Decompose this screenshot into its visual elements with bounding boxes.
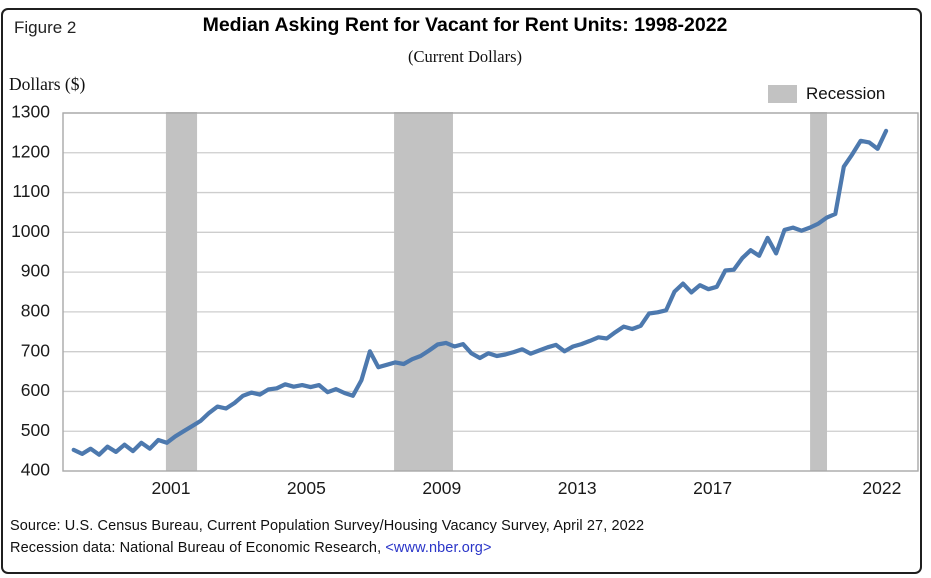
- y-tick-label: 700: [21, 340, 50, 360]
- x-tick-label: 2005: [287, 478, 326, 498]
- x-tick-label: 2022: [862, 478, 901, 498]
- legend: Recession: [768, 84, 885, 104]
- y-tick-label: 800: [21, 301, 50, 321]
- recession-bar: [810, 112, 828, 471]
- chart-subtitle: (Current Dollars): [407, 47, 523, 66]
- source-line-1: Source: U.S. Census Bureau, Current Popu…: [10, 518, 645, 534]
- figure-label: Figure 2: [14, 18, 77, 37]
- chart-title: Median Asking Rent for Vacant for Rent U…: [202, 14, 728, 36]
- y-tick-label: 600: [21, 380, 50, 400]
- source-line-2-text: Recession data: National Bureau of Econo…: [10, 540, 386, 556]
- x-tick-label: 2017: [693, 478, 732, 498]
- recession-bars: [165, 112, 828, 471]
- recession-legend-label: Recession: [806, 84, 886, 103]
- y-tick-label: 1200: [11, 141, 50, 161]
- y-tick-label: 1100: [12, 181, 50, 201]
- y-tick-label: 500: [21, 420, 50, 440]
- y-axis-tick-labels: 400 500 600 700 800 900 1000 1100 1200 1300: [11, 102, 50, 480]
- x-tick-label: 2013: [558, 478, 597, 498]
- recession-bar: [165, 112, 198, 471]
- nber-link[interactable]: <www.nber.org>: [385, 540, 492, 556]
- y-tick-label: 400: [21, 460, 50, 480]
- x-tick-label: 2001: [152, 478, 191, 498]
- y-tick-label: 1000: [11, 221, 50, 241]
- x-tick-label: 2009: [422, 478, 461, 498]
- y-tick-label: 900: [21, 261, 50, 281]
- plot-border: [62, 112, 919, 472]
- x-axis-tick-labels: 2001 2005 2009 2013 2017 2022: [152, 478, 902, 498]
- y-axis-unit-label: Dollars ($): [9, 74, 86, 94]
- plot-border-rect: [62, 112, 919, 472]
- rent-line: [71, 128, 889, 457]
- rent-line-series: [71, 128, 889, 457]
- recession-bar: [394, 112, 453, 471]
- source-line-2: Recession data: National Bureau of Econo…: [10, 540, 492, 556]
- y-tick-label: 1300: [11, 102, 50, 122]
- recession-legend-swatch: [768, 85, 797, 103]
